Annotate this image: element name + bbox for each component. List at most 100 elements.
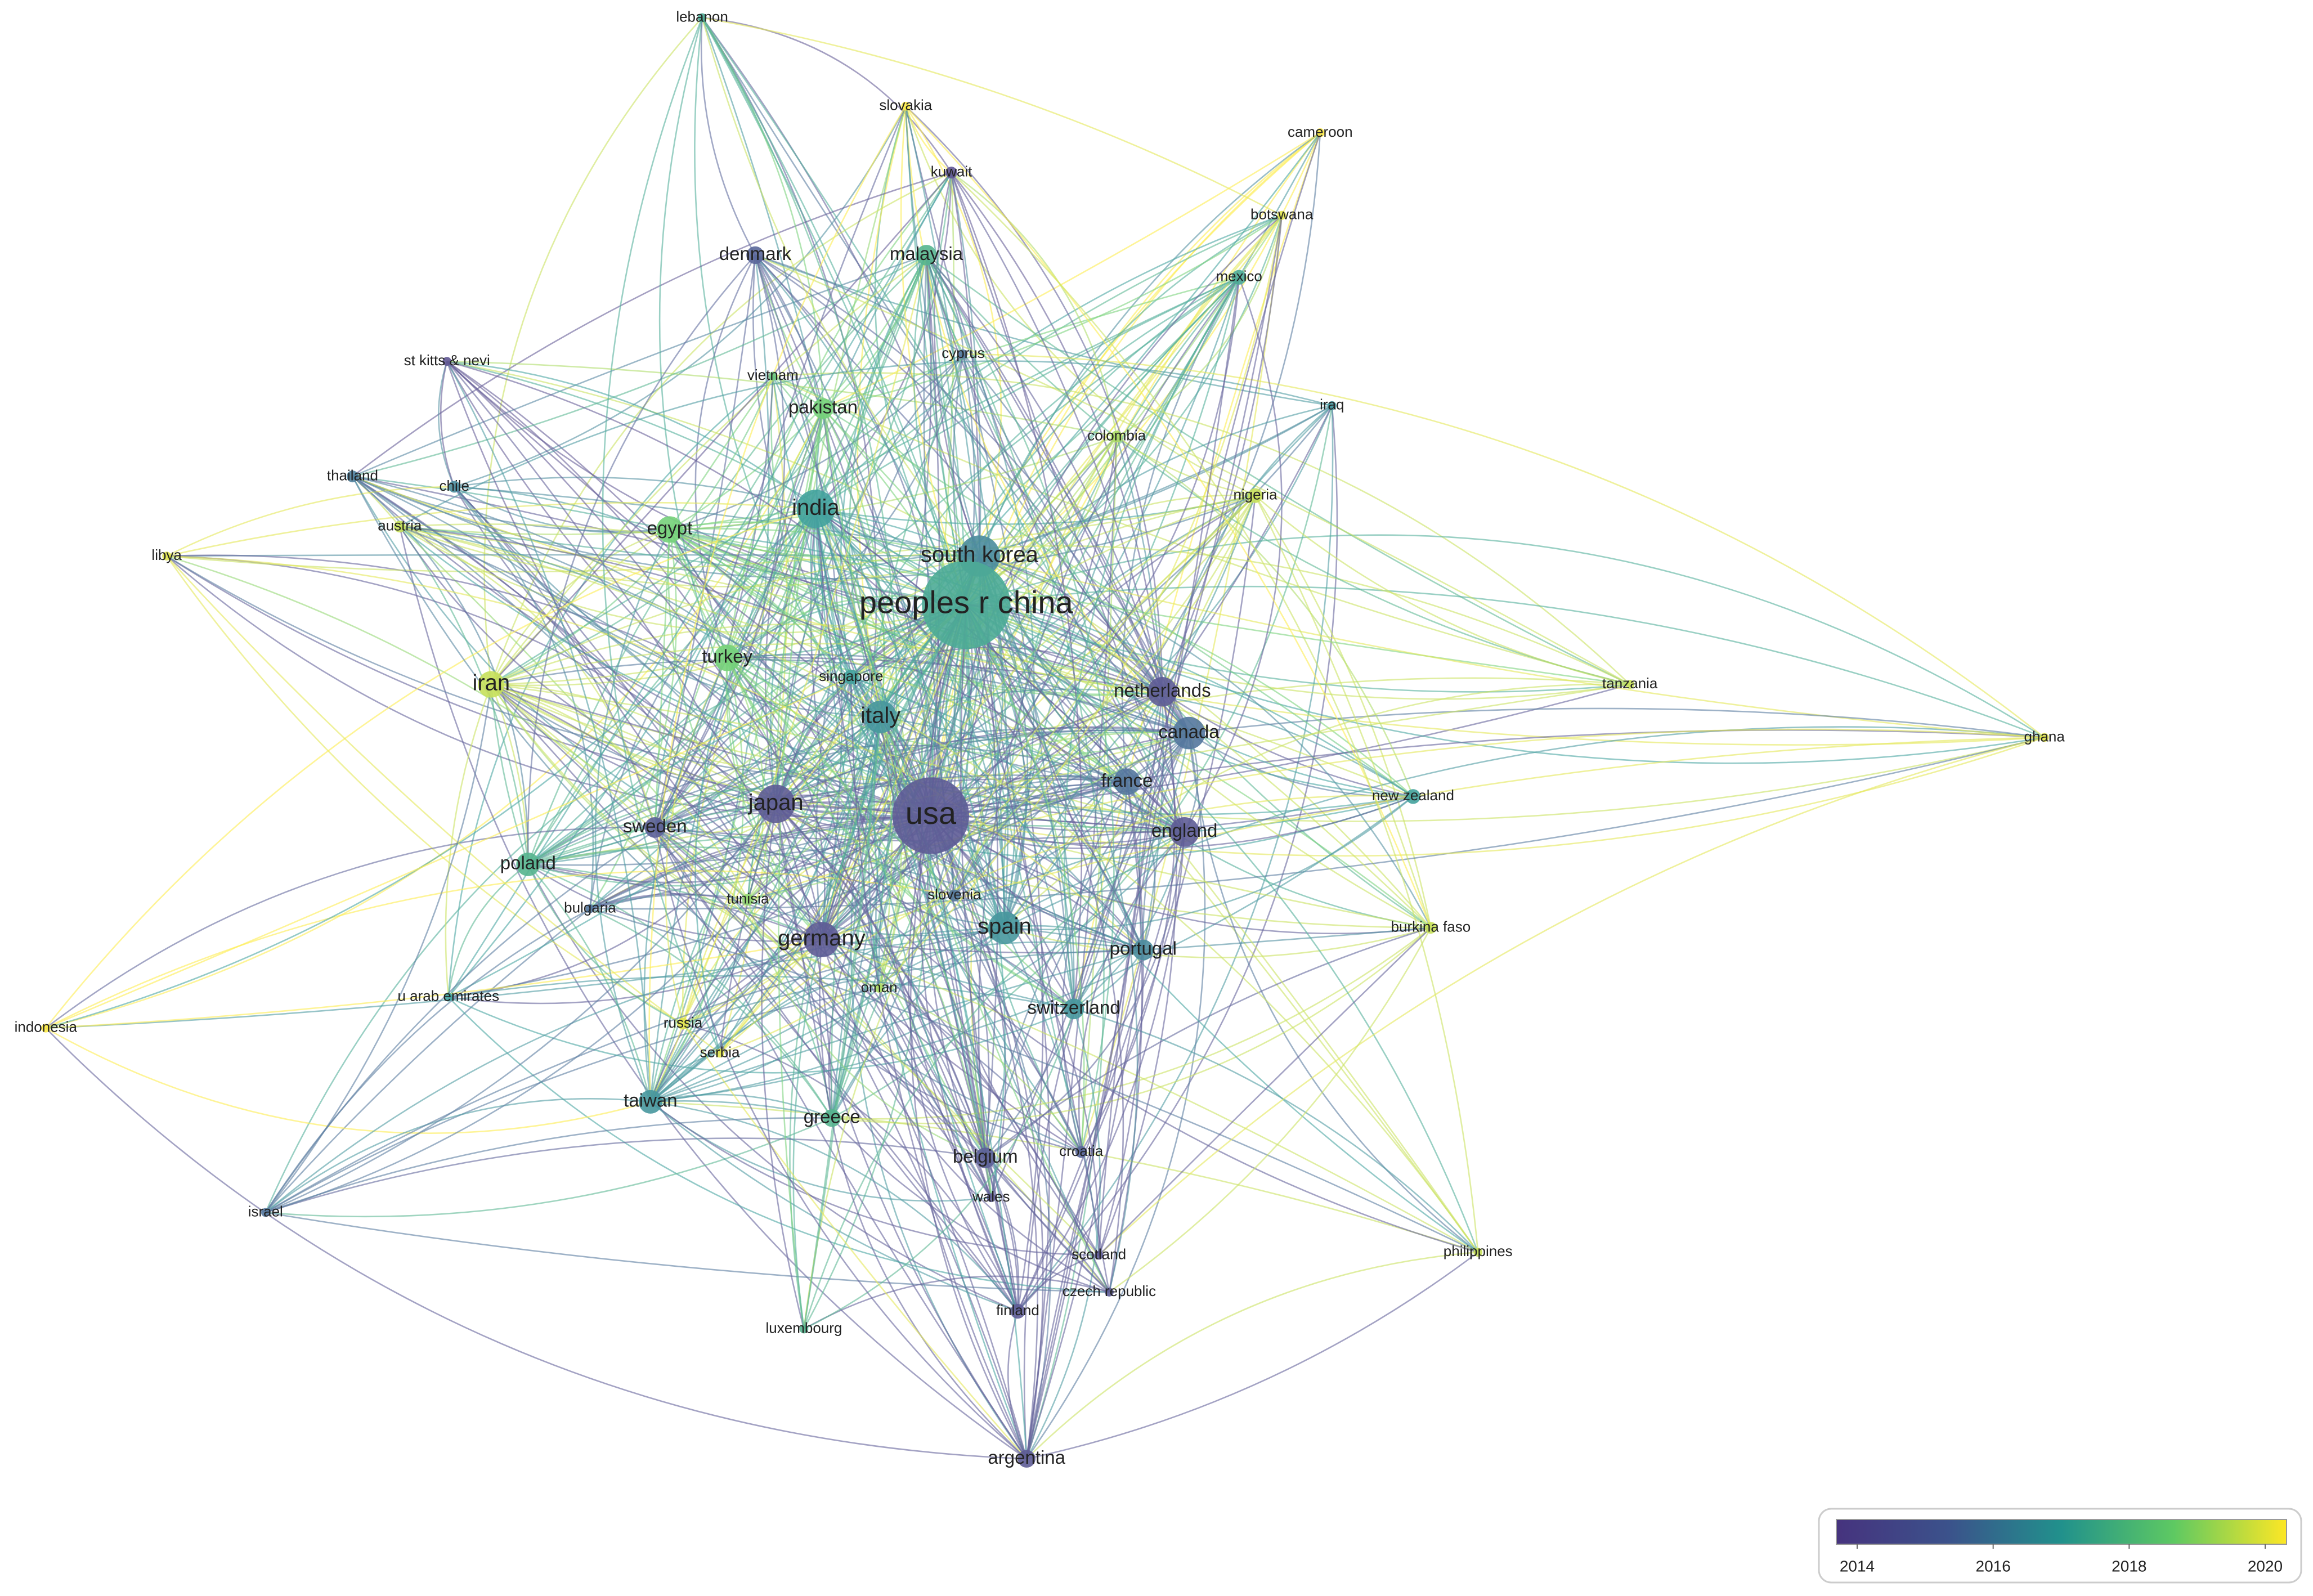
link: [1126, 781, 1156, 951]
link: [754, 255, 882, 718]
link: [448, 803, 777, 998]
link: [650, 1093, 832, 1119]
link: [803, 831, 1185, 1329]
node-label: denmark: [719, 243, 792, 264]
link: [878, 988, 992, 1198]
link: [965, 604, 1124, 1293]
link: [776, 801, 1185, 833]
node-label: iran: [472, 671, 510, 696]
link: [761, 804, 805, 1329]
link: [654, 106, 907, 828]
node: [714, 644, 741, 671]
node: [644, 817, 666, 838]
link: [446, 361, 1082, 1153]
node: [1172, 716, 1205, 750]
link: [352, 476, 1256, 580]
link: [979, 555, 1432, 929]
link: [454, 486, 777, 805]
node-label: u arab emirates: [397, 988, 499, 1005]
link: [650, 1100, 832, 1119]
node: [1105, 1288, 1114, 1297]
link: [925, 254, 1115, 1153]
node-label: luxembourg: [766, 1319, 842, 1336]
link: [822, 408, 1085, 1153]
link: [1003, 691, 1163, 929]
node-label: slovakia: [879, 97, 932, 114]
node-label: turkey: [702, 646, 752, 667]
link: [527, 864, 1018, 1312]
link: [925, 255, 940, 816]
link: [926, 254, 1630, 685]
node: [813, 398, 833, 419]
link: [265, 1117, 832, 1218]
link: [1026, 1252, 1479, 1460]
link: [1025, 949, 1144, 1459]
link: [925, 254, 964, 355]
node-label: new zealand: [1372, 787, 1454, 804]
link: [491, 657, 728, 685]
link: [528, 716, 881, 866]
node: [443, 992, 453, 1002]
link: [747, 732, 1189, 900]
link: [1025, 692, 1163, 1459]
node-label: st kitts & nevi: [404, 352, 490, 369]
link: [1116, 436, 1414, 797]
link: [1025, 949, 1144, 1459]
link: [803, 1008, 1075, 1330]
node-label: cameroon: [1288, 123, 1353, 140]
link: [850, 677, 1028, 1459]
node-label: pakistan: [788, 397, 858, 418]
link: [654, 827, 992, 1198]
link: [265, 716, 881, 1213]
link: [966, 534, 2045, 738]
link: [755, 254, 1190, 734]
link: [490, 684, 1100, 1256]
link: [984, 732, 1190, 1158]
link: [979, 555, 1432, 929]
node-label: cyprus: [942, 344, 985, 361]
node-label: israel: [248, 1203, 283, 1220]
link: [491, 658, 1189, 734]
link: [447, 360, 1117, 438]
links: [45, 17, 2045, 1460]
link: [1188, 733, 1479, 1253]
link: [821, 737, 2045, 940]
link: [491, 683, 931, 817]
labels: lebanon slovakia kuwait cameroon botswana den…: [15, 8, 2065, 1468]
node-label: colombia: [1087, 427, 1146, 444]
node: [1315, 128, 1325, 137]
link: [930, 815, 990, 1158]
link: [352, 476, 1185, 833]
node: [1231, 270, 1247, 285]
link: [1142, 733, 1190, 950]
link: [400, 526, 1185, 833]
link: [45, 676, 851, 1029]
link: [166, 555, 684, 1025]
node: [958, 349, 968, 358]
link: [352, 172, 952, 477]
link: [908, 815, 1019, 1312]
node-label: burkina faso: [1391, 918, 1471, 935]
link: [654, 508, 817, 828]
link: [399, 360, 1333, 527]
node: [988, 911, 1021, 944]
link: [966, 585, 2045, 738]
link: [669, 375, 774, 530]
node: [448, 481, 460, 493]
node-label: russia: [664, 1014, 703, 1031]
node: [796, 490, 835, 528]
link: [1026, 1251, 1478, 1460]
link: [755, 254, 1630, 685]
link: [669, 529, 986, 1159]
node-label: egypt: [647, 518, 693, 539]
link: [1073, 1008, 1479, 1253]
link: [45, 508, 817, 1029]
node-label: chile: [440, 477, 469, 494]
link: [483, 17, 703, 685]
link: [527, 254, 756, 864]
node: [2039, 733, 2049, 742]
link: [702, 17, 1283, 216]
link: [491, 375, 774, 685]
node: [1625, 680, 1635, 689]
